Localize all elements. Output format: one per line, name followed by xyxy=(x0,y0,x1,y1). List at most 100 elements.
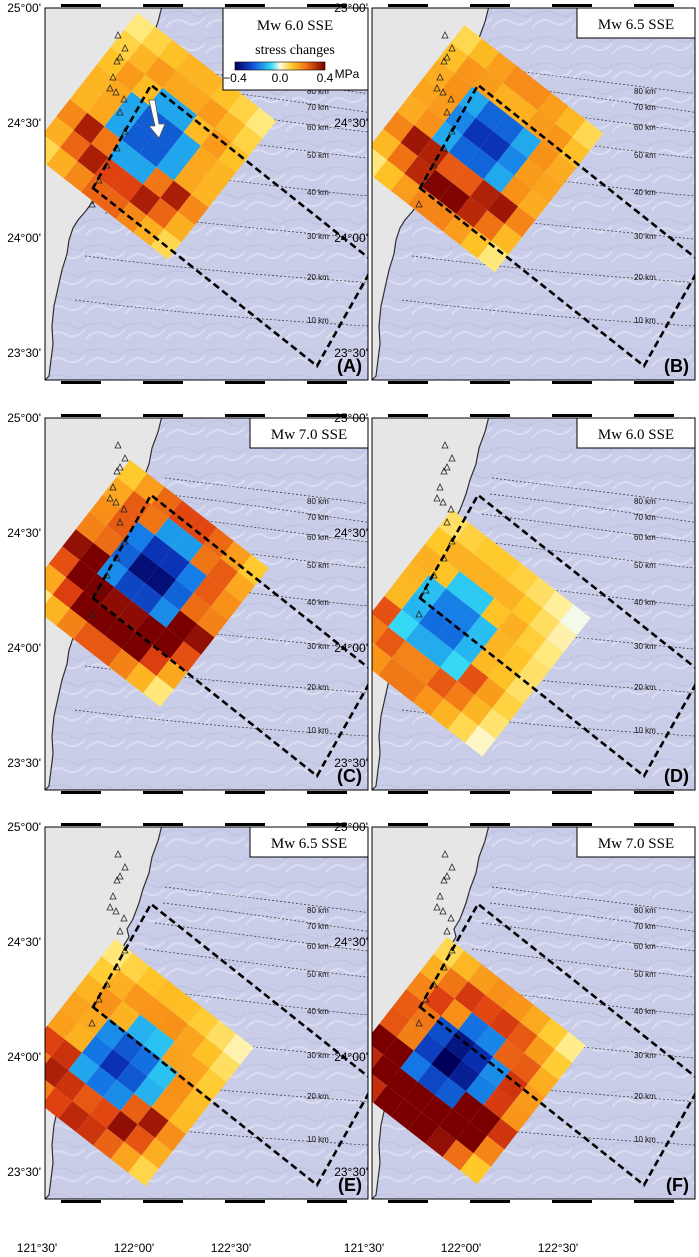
stress-cell xyxy=(408,187,439,218)
lat-tick-label: 25°00' xyxy=(7,1,41,15)
stress-cell xyxy=(83,64,115,96)
station-triangle xyxy=(439,88,447,96)
stress-cell xyxy=(411,544,443,575)
stress-cell xyxy=(145,566,176,597)
lat-tick-label: 24°00' xyxy=(7,231,41,245)
stress-cell xyxy=(99,1049,131,1080)
lat-tick-label: 23°30' xyxy=(7,756,41,770)
stress-cell xyxy=(173,163,205,195)
station-triangle xyxy=(112,88,120,96)
station-triangle xyxy=(116,108,124,116)
stress-cell xyxy=(435,1077,466,1109)
stress-cell xyxy=(182,1085,213,1117)
stress-cell xyxy=(471,995,503,1026)
border-tick xyxy=(552,414,592,417)
station-triangle xyxy=(433,84,441,92)
sse-outline xyxy=(91,493,368,778)
stress-cell xyxy=(164,1072,196,1104)
stress-cell xyxy=(497,144,528,176)
stress-cell xyxy=(81,1035,113,1067)
stress-cell xyxy=(372,642,375,648)
stress-cell xyxy=(462,1043,493,1075)
sse-outline xyxy=(418,493,695,778)
stress-cell xyxy=(127,43,159,75)
station-triangle xyxy=(447,95,455,103)
station-triangle xyxy=(114,441,122,449)
depth-label: 20 km xyxy=(307,683,329,692)
stress-cell xyxy=(75,511,107,543)
border-tick xyxy=(470,381,510,384)
station-triangle xyxy=(440,57,448,65)
stress-cell xyxy=(511,594,543,626)
depth-label: 40 km xyxy=(307,598,329,607)
stress-cell xyxy=(487,1118,518,1150)
depth-label: 70 km xyxy=(634,513,656,522)
panel-title: Mw 6.0 SSE xyxy=(257,18,333,34)
panel-title: Mw 7.0 SSE xyxy=(598,836,674,852)
depth-label: 70 km xyxy=(634,103,656,112)
stress-cell xyxy=(472,69,503,101)
stress-cell xyxy=(112,170,143,202)
depth-label: 40 km xyxy=(307,188,329,197)
stress-cell xyxy=(477,241,509,273)
stress-cell xyxy=(541,123,573,155)
stress-cell xyxy=(193,66,225,98)
stress-cell xyxy=(442,1139,474,1171)
stress-cell xyxy=(498,611,529,643)
stress-cell xyxy=(427,1016,459,1047)
stress-cell xyxy=(448,1060,480,1092)
stress-cell xyxy=(390,1099,422,1130)
stress-cell xyxy=(164,211,195,243)
stress-cell xyxy=(220,541,252,572)
station-triangle xyxy=(121,44,129,52)
stress-cell xyxy=(473,1135,505,1167)
stress-cell xyxy=(524,110,555,141)
stress-cell xyxy=(506,96,538,128)
stress-cell xyxy=(79,542,111,574)
stress-cell xyxy=(452,1091,484,1123)
stress-cell xyxy=(478,708,510,740)
stress-cell xyxy=(390,173,422,205)
depth-contour xyxy=(489,493,695,523)
stress-cell xyxy=(500,1101,532,1132)
stress-cell xyxy=(109,1000,140,1032)
stress-cell xyxy=(438,1108,470,1140)
stress-cell xyxy=(185,514,217,545)
stress-cell xyxy=(126,1014,158,1046)
stress-cell xyxy=(554,1031,586,1063)
depth-label: 70 km xyxy=(634,922,656,931)
station-triangle xyxy=(95,995,103,1003)
stress-cell xyxy=(476,567,508,599)
station-triangle xyxy=(116,927,124,935)
station-triangle xyxy=(447,914,455,922)
stress-cell xyxy=(137,504,169,536)
stress-cell xyxy=(158,39,190,71)
stress-cell xyxy=(505,673,537,705)
colorbar-unit: MPa xyxy=(335,67,360,81)
stress-cell xyxy=(203,527,234,559)
stress-cell xyxy=(76,1114,107,1146)
stress-cell xyxy=(442,540,474,572)
stress-cell xyxy=(401,592,433,624)
stress-cell xyxy=(466,148,497,180)
border-tick xyxy=(307,381,347,384)
border-tick xyxy=(388,4,428,7)
depth-contour xyxy=(162,902,368,932)
panel-title-box: Mw 6.5 SSE xyxy=(249,826,369,858)
stress-cell xyxy=(405,623,437,655)
stress-cell xyxy=(45,1079,55,1101)
stress-cell xyxy=(197,97,228,129)
lat-tick-label: 23°30' xyxy=(7,1165,41,1179)
map-area: 80 km 70 km 60 km 50 km 40 km 30 km 20 km 10 km xyxy=(45,418,368,790)
station-triangle xyxy=(88,200,96,208)
border-tick xyxy=(552,4,592,7)
stress-cell xyxy=(413,684,444,716)
stress-cell xyxy=(179,593,211,624)
stress-cell xyxy=(425,1126,457,1157)
lon-tick-label: 121°30' xyxy=(344,1241,384,1255)
stress-cell xyxy=(439,183,470,215)
stress-cell xyxy=(195,1068,227,1100)
lat-tick-label: 23°30' xyxy=(334,1165,368,1179)
depth-label: 10 km xyxy=(634,726,656,735)
